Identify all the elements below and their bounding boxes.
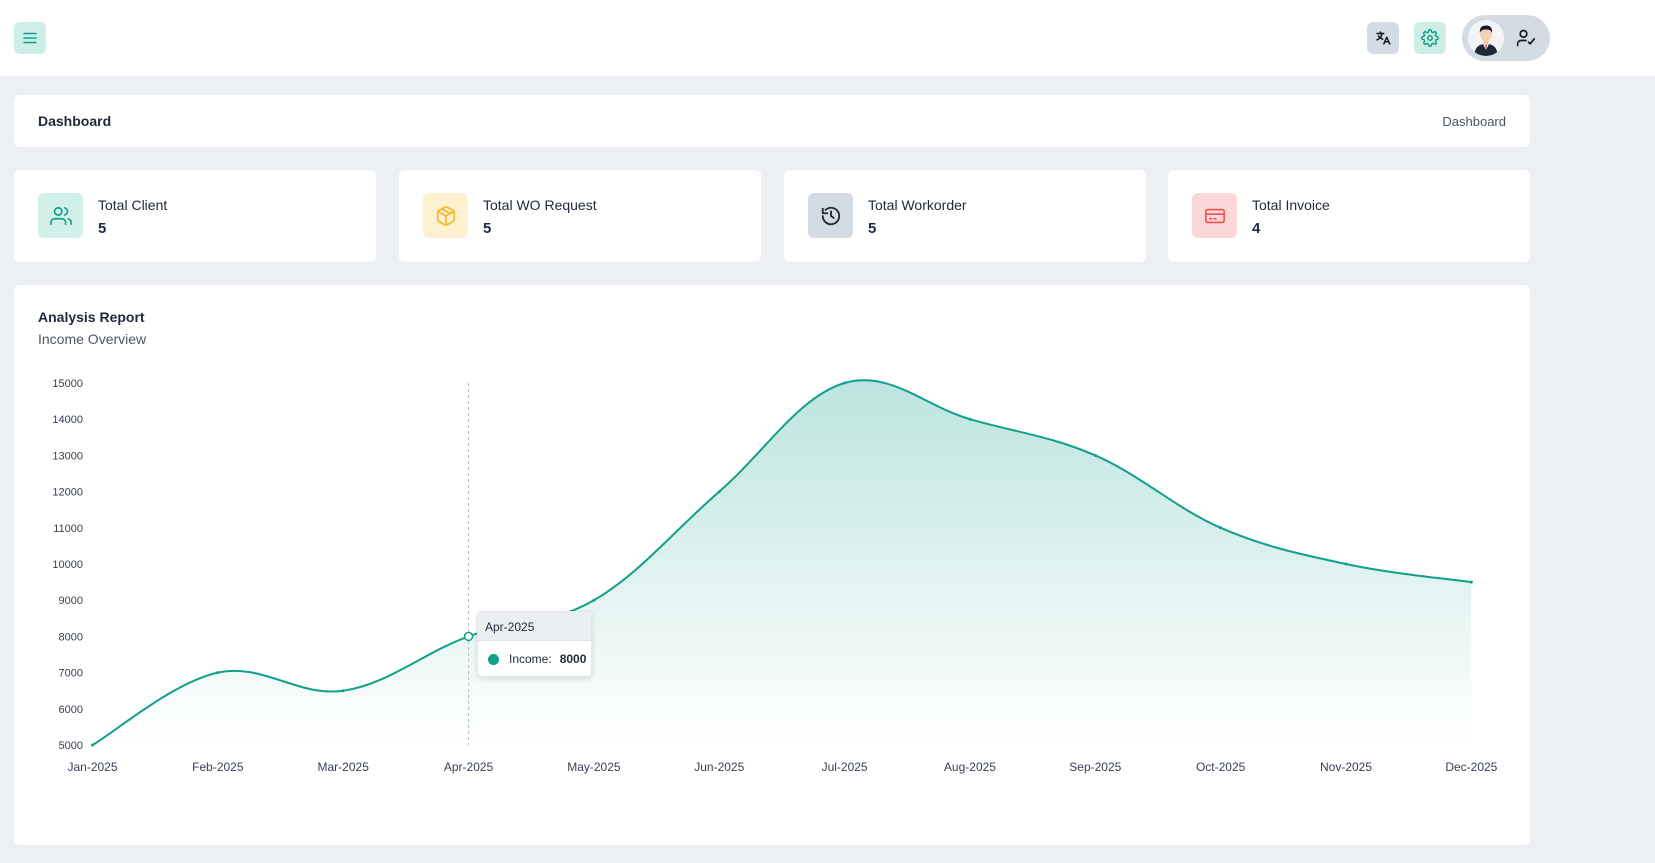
stat-card-total-invoice: Total Invoice 4 — [1168, 170, 1530, 262]
top-navbar — [0, 0, 1655, 76]
y-tick-label: 7000 — [59, 668, 83, 680]
y-tick-label: 12000 — [52, 487, 83, 499]
chart-tooltip: Apr-2025 Income: 8000 — [477, 611, 592, 677]
y-tick-label: 5000 — [59, 740, 83, 752]
data-point-mar-2025 — [341, 689, 345, 693]
data-point-nov-2025 — [1344, 562, 1348, 566]
stat-label: Total Client — [98, 197, 168, 213]
y-tick-label: 6000 — [59, 704, 83, 716]
avatar — [1468, 20, 1504, 56]
data-point-oct-2025 — [1219, 526, 1223, 530]
stat-label: Total WO Request — [483, 197, 597, 213]
x-tick-label: Feb-2025 — [192, 760, 244, 774]
history-icon — [821, 206, 840, 225]
stat-value: 4 — [1252, 220, 1261, 237]
y-tick-label: 15000 — [52, 378, 83, 390]
user-check-icon — [1516, 28, 1536, 48]
y-tick-label: 10000 — [52, 559, 83, 571]
x-tick-label: Jul-2025 — [822, 760, 868, 774]
profile-menu-button[interactable] — [1462, 15, 1550, 61]
x-tick-label: Mar-2025 — [318, 760, 370, 774]
x-tick-label: Jan-2025 — [67, 760, 117, 774]
stat-card-total-workorder: Total Workorder 5 — [784, 170, 1146, 262]
stat-card-total-wo-request: Total WO Request 5 — [399, 170, 761, 262]
stat-value: 5 — [98, 220, 107, 237]
stat-value: 5 — [868, 220, 877, 237]
x-tick-label: May-2025 — [567, 760, 621, 774]
x-tick-label: Nov-2025 — [1320, 760, 1372, 774]
stat-label: Total Workorder — [868, 197, 967, 213]
package-icon — [436, 205, 455, 226]
stat-icon-box — [423, 193, 468, 238]
settings-button[interactable] — [1414, 22, 1446, 54]
tooltip-value: 8000 — [559, 652, 587, 666]
hover-marker — [463, 631, 474, 642]
stat-icon-box — [38, 193, 83, 238]
translate-icon — [1376, 31, 1391, 45]
y-tick-label: 13000 — [52, 450, 83, 462]
tooltip-series-label: Income: — [509, 652, 552, 666]
stat-value: 5 — [483, 220, 492, 237]
stat-card-total-client: Total Client 5 — [14, 170, 376, 262]
page-header-card: Dashboard Dashboard — [14, 95, 1530, 147]
chart-subtitle: Income Overview — [38, 331, 147, 347]
chart-title: Analysis Report — [38, 309, 145, 325]
x-tick-label: Sep-2025 — [1069, 760, 1121, 774]
x-tick-label: Dec-2025 — [1445, 760, 1497, 774]
income-area-chart[interactable]: 5000 6000 7000 8000 9000 10000 11000 12000 13000… — [14, 285, 1530, 845]
data-point-jun-2025 — [717, 490, 721, 494]
breadcrumb[interactable]: Dashboard — [1442, 114, 1506, 129]
stat-icon-box — [808, 193, 853, 238]
language-button[interactable] — [1367, 22, 1399, 54]
stat-label: Total Invoice — [1252, 197, 1330, 213]
users-icon — [49, 206, 72, 225]
tooltip-body: Income: 8000 — [478, 641, 591, 666]
stat-icon-box — [1192, 193, 1237, 238]
data-point-jan-2025 — [91, 743, 94, 747]
credit-card-icon — [1204, 208, 1225, 223]
analysis-report-card: Analysis Report Income Overview 5000 6000… — [14, 285, 1530, 845]
data-point-aug-2025 — [968, 417, 972, 421]
data-point-feb-2025 — [216, 671, 220, 675]
tooltip-title: Apr-2025 — [478, 612, 591, 641]
menu-icon — [23, 32, 37, 44]
income-series-area — [92, 380, 1472, 745]
page-title: Dashboard — [38, 113, 112, 129]
menu-toggle-button[interactable] — [14, 22, 46, 54]
y-tick-label: 8000 — [59, 631, 83, 643]
y-tick-label: 14000 — [52, 414, 83, 426]
data-point-may-2025 — [592, 598, 596, 602]
data-point-dec-2025 — [1469, 580, 1473, 584]
y-tick-label: 11000 — [53, 523, 83, 535]
data-point-jul-2025 — [843, 381, 847, 385]
data-point-sep-2025 — [1093, 453, 1097, 457]
x-tick-label: Apr-2025 — [444, 760, 494, 774]
x-tick-label: Jun-2025 — [694, 760, 744, 774]
x-tick-label: Aug-2025 — [944, 760, 996, 774]
y-tick-label: 9000 — [59, 595, 83, 607]
gear-icon — [1421, 29, 1439, 47]
x-tick-label: Oct-2025 — [1196, 760, 1246, 774]
income-series-line — [91, 379, 1472, 746]
series-marker — [488, 653, 499, 665]
